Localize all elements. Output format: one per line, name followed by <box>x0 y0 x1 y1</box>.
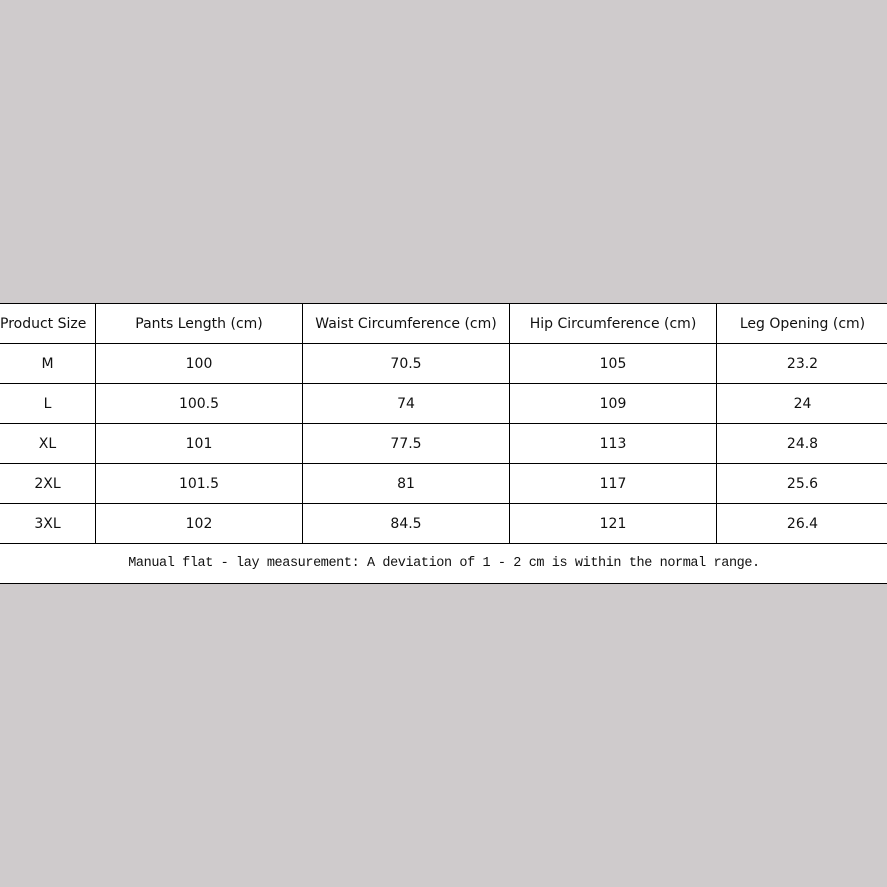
table-cell: 24.8 <box>716 423 887 464</box>
table-cell: 121 <box>509 503 717 544</box>
table-cell: 113 <box>509 423 717 464</box>
header-row: Product Size Pants Length (cm) Waist Cir… <box>0 303 887 344</box>
note-row: Manual flat - lay measurement: A deviati… <box>0 543 887 584</box>
table-cell: 102 <box>95 503 303 544</box>
table-cell: 26.4 <box>716 503 887 544</box>
header-cell: Product Size <box>0 303 96 344</box>
header-cell: Pants Length (cm) <box>95 303 303 344</box>
table-cell: 109 <box>509 383 717 424</box>
table-cell: 84.5 <box>302 503 510 544</box>
table-cell: M <box>0 343 96 384</box>
header-cell: Leg Opening (cm) <box>716 303 887 344</box>
table-row: 3XL 102 84.5 121 26.4 <box>0 503 887 544</box>
table-row: 2XL 101.5 81 117 25.6 <box>0 463 887 504</box>
table-cell: 74 <box>302 383 510 424</box>
table-cell: 100.5 <box>95 383 303 424</box>
table-cell: 3XL <box>0 503 96 544</box>
table-cell: 117 <box>509 463 717 504</box>
table-cell: 101.5 <box>95 463 303 504</box>
table-cell: 81 <box>302 463 510 504</box>
table-row: M 100 70.5 105 23.2 <box>0 343 887 384</box>
table-cell: 70.5 <box>302 343 510 384</box>
table-cell: 101 <box>95 423 303 464</box>
table-cell: 77.5 <box>302 423 510 464</box>
size-chart-table: Product Size Pants Length (cm) Waist Cir… <box>0 303 887 584</box>
table-cell: 100 <box>95 343 303 384</box>
table-cell: XL <box>0 423 96 464</box>
table-cell: 105 <box>509 343 717 384</box>
table-row: XL 101 77.5 113 24.8 <box>0 423 887 464</box>
table-cell: 25.6 <box>716 463 887 504</box>
table-cell: 23.2 <box>716 343 887 384</box>
table-cell: 24 <box>716 383 887 424</box>
header-cell: Waist Circumference (cm) <box>302 303 510 344</box>
table-row: L 100.5 74 109 24 <box>0 383 887 424</box>
measurement-note: Manual flat - lay measurement: A deviati… <box>0 543 887 584</box>
table-cell: 2XL <box>0 463 96 504</box>
header-cell: Hip Circumference (cm) <box>509 303 717 344</box>
table-cell: L <box>0 383 96 424</box>
